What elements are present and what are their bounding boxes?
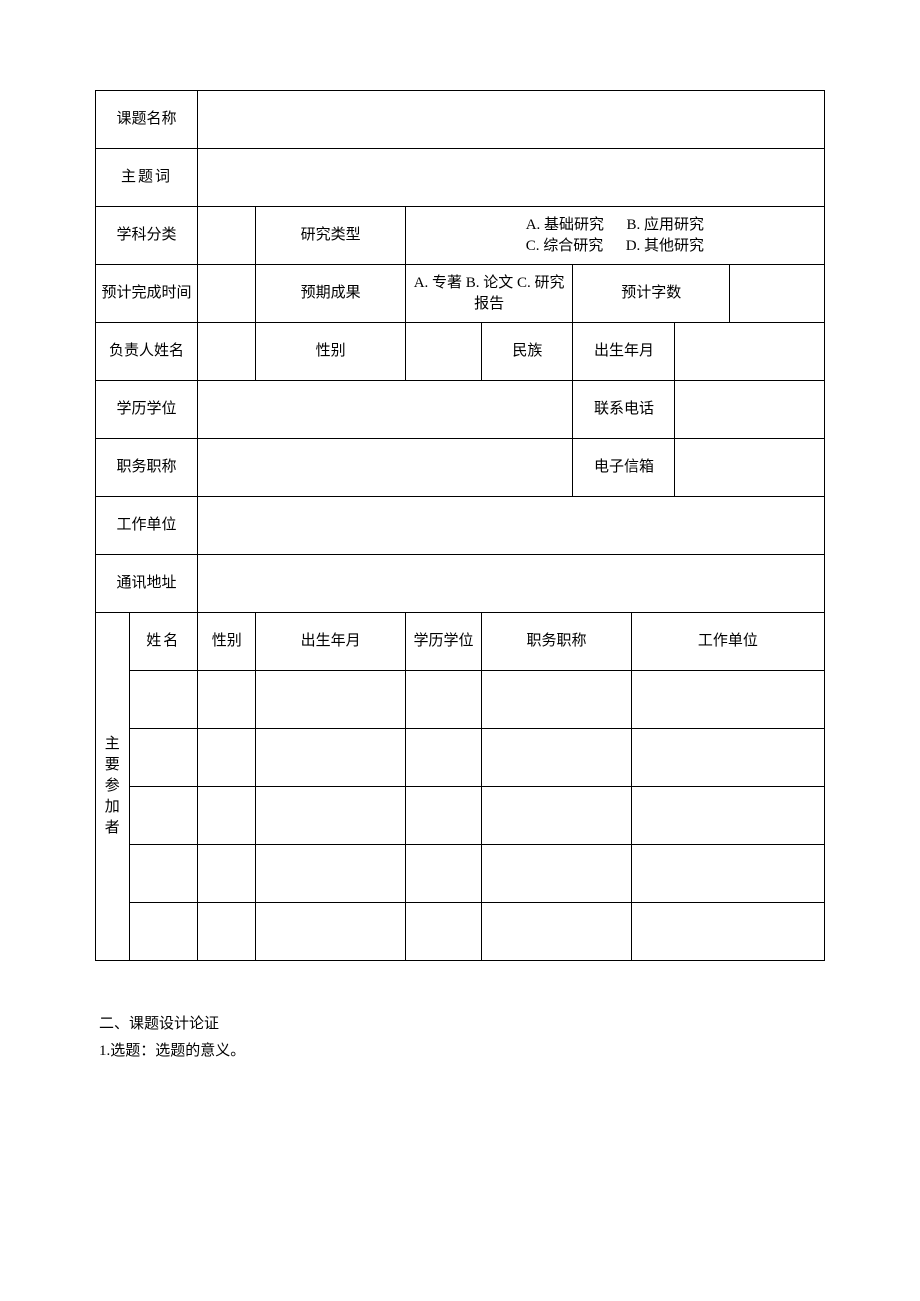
- row-leader: 负责人姓名 性别 民族 出生年月: [96, 323, 825, 381]
- row-work-unit: 工作单位: [96, 497, 825, 555]
- p5-gender[interactable]: [198, 903, 256, 961]
- header-p-name: 姓名: [129, 613, 198, 671]
- value-email[interactable]: [675, 439, 825, 497]
- label-email: 电子信箱: [573, 439, 675, 497]
- label-topic-name: 课题名称: [96, 91, 198, 149]
- p1-gender[interactable]: [198, 671, 256, 729]
- label-education: 学历学位: [96, 381, 198, 439]
- header-p-unit: 工作单位: [631, 613, 824, 671]
- label-gender: 性别: [256, 323, 405, 381]
- row-keywords: 主题词: [96, 149, 825, 207]
- p3-name[interactable]: [129, 787, 198, 845]
- p3-title[interactable]: [482, 787, 631, 845]
- header-p-title: 职务职称: [482, 613, 631, 671]
- p2-education[interactable]: [405, 729, 482, 787]
- label-participants: 主 要 参 加 者: [96, 613, 130, 961]
- p1-education[interactable]: [405, 671, 482, 729]
- participant-row: [96, 903, 825, 961]
- row-title: 职务职称 电子信箱: [96, 439, 825, 497]
- p3-unit[interactable]: [631, 787, 824, 845]
- value-address[interactable]: [198, 555, 825, 613]
- label-birth: 出生年月: [573, 323, 675, 381]
- value-education[interactable]: [198, 381, 573, 439]
- p1-name[interactable]: [129, 671, 198, 729]
- header-p-birth: 出生年月: [256, 613, 405, 671]
- label-address: 通讯地址: [96, 555, 198, 613]
- p5-education[interactable]: [405, 903, 482, 961]
- p4-education[interactable]: [405, 845, 482, 903]
- p2-birth[interactable]: [256, 729, 405, 787]
- label-research-type: 研究类型: [256, 207, 405, 265]
- participant-row: [96, 787, 825, 845]
- row-topic-name: 课题名称: [96, 91, 825, 149]
- label-leader-name: 负责人姓名: [96, 323, 198, 381]
- label-complete-time: 预计完成时间: [96, 265, 198, 323]
- application-form-table: 课题名称 主题词 学科分类 研究类型 A. 基础研究 B. 应用研究 C. 综合…: [95, 90, 825, 961]
- p4-unit[interactable]: [631, 845, 824, 903]
- p4-title[interactable]: [482, 845, 631, 903]
- label-keywords: 主题词: [96, 149, 198, 207]
- p5-unit[interactable]: [631, 903, 824, 961]
- p4-name[interactable]: [129, 845, 198, 903]
- row-participants-header: 主 要 参 加 者 姓名 性别 出生年月 学历学位 职务职称 工作单位: [96, 613, 825, 671]
- p4-gender[interactable]: [198, 845, 256, 903]
- p1-title[interactable]: [482, 671, 631, 729]
- p5-title[interactable]: [482, 903, 631, 961]
- value-complete-time[interactable]: [198, 265, 256, 323]
- value-expected-words[interactable]: [730, 265, 825, 323]
- value-leader-name[interactable]: [198, 323, 256, 381]
- research-type-options[interactable]: A. 基础研究 B. 应用研究 C. 综合研究 D. 其他研究: [405, 207, 824, 265]
- row-education: 学历学位 联系电话: [96, 381, 825, 439]
- p1-birth[interactable]: [256, 671, 405, 729]
- section-2-item-1: 1.选题：选题的意义。: [99, 1038, 825, 1065]
- header-p-education: 学历学位: [405, 613, 482, 671]
- p3-education[interactable]: [405, 787, 482, 845]
- section-2: 二、课题设计论证 1.选题：选题的意义。: [95, 1011, 825, 1065]
- label-expected-result: 预期成果: [256, 265, 405, 323]
- value-topic-name[interactable]: [198, 91, 825, 149]
- header-p-gender: 性别: [198, 613, 256, 671]
- participant-row: [96, 729, 825, 787]
- p1-unit[interactable]: [631, 671, 824, 729]
- label-phone: 联系电话: [573, 381, 675, 439]
- label-ethnic: 民族: [482, 323, 573, 381]
- value-subject[interactable]: [198, 207, 256, 265]
- label-work-unit: 工作单位: [96, 497, 198, 555]
- value-phone[interactable]: [675, 381, 825, 439]
- row-address: 通讯地址: [96, 555, 825, 613]
- p2-title[interactable]: [482, 729, 631, 787]
- p2-name[interactable]: [129, 729, 198, 787]
- row-complete-time: 预计完成时间 预期成果 A. 专著 B. 论文 C. 研究报告 预计字数: [96, 265, 825, 323]
- label-title: 职务职称: [96, 439, 198, 497]
- value-birth[interactable]: [675, 323, 825, 381]
- value-work-unit[interactable]: [198, 497, 825, 555]
- p5-birth[interactable]: [256, 903, 405, 961]
- p4-birth[interactable]: [256, 845, 405, 903]
- section-2-heading: 二、课题设计论证: [99, 1011, 825, 1038]
- label-subject: 学科分类: [96, 207, 198, 265]
- value-keywords[interactable]: [198, 149, 825, 207]
- p2-gender[interactable]: [198, 729, 256, 787]
- row-subject: 学科分类 研究类型 A. 基础研究 B. 应用研究 C. 综合研究 D. 其他研…: [96, 207, 825, 265]
- participant-row: [96, 671, 825, 729]
- value-gender[interactable]: [405, 323, 482, 381]
- participant-row: [96, 845, 825, 903]
- p5-name[interactable]: [129, 903, 198, 961]
- expected-result-options[interactable]: A. 专著 B. 论文 C. 研究报告: [405, 265, 573, 323]
- p3-gender[interactable]: [198, 787, 256, 845]
- value-title[interactable]: [198, 439, 573, 497]
- p2-unit[interactable]: [631, 729, 824, 787]
- p3-birth[interactable]: [256, 787, 405, 845]
- label-expected-words: 预计字数: [573, 265, 730, 323]
